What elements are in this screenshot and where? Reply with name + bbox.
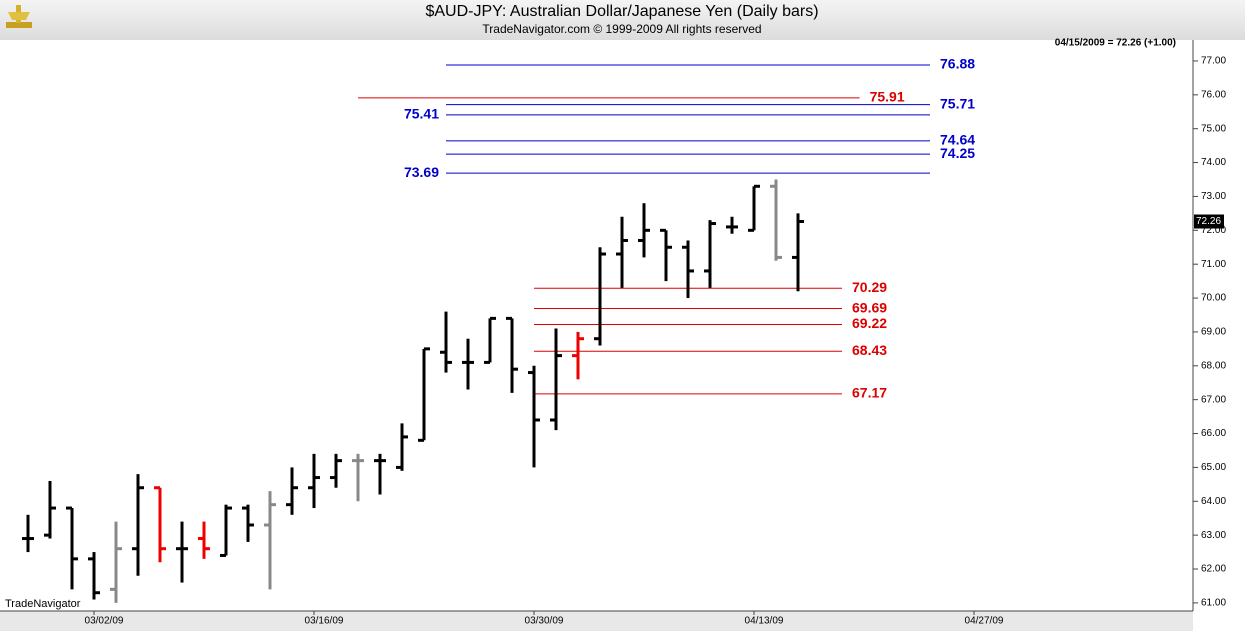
logo bbox=[6, 5, 32, 28]
x-tick-label: 03/16/09 bbox=[305, 616, 344, 627]
y-tick-label: 64.00 bbox=[1201, 496, 1226, 507]
y-tick-label: 69.00 bbox=[1201, 327, 1226, 338]
last-price-tag bbox=[1194, 214, 1224, 229]
chart-title: $AUD-JPY: Australian Dollar/Japanese Yen… bbox=[425, 3, 818, 20]
level-label: 70.29 bbox=[852, 279, 887, 295]
level-label: 68.43 bbox=[852, 342, 887, 358]
x-tick-label: 03/30/09 bbox=[525, 616, 564, 627]
y-tick-label: 61.00 bbox=[1201, 598, 1226, 609]
x-tick-label: 04/13/09 bbox=[745, 616, 784, 627]
y-tick-label: 66.00 bbox=[1201, 428, 1226, 439]
last-price-label: 72.26 bbox=[1196, 216, 1221, 227]
y-tick-label: 76.00 bbox=[1201, 89, 1226, 100]
level-label: 75.41 bbox=[404, 106, 439, 122]
price-info: 04/15/2009 = 72.26 (+1.00) bbox=[1055, 38, 1176, 49]
level-label: 67.17 bbox=[852, 385, 887, 401]
chart-subtitle: TradeNavigator.com © 1999-2009 All right… bbox=[482, 22, 761, 36]
y-tick-label: 74.00 bbox=[1201, 157, 1226, 168]
y-tick-label: 62.00 bbox=[1201, 564, 1226, 575]
y-tick-label: 67.00 bbox=[1201, 394, 1226, 405]
level-label: 76.88 bbox=[940, 56, 975, 72]
watermark: TradeNavigator bbox=[5, 598, 81, 610]
x-tick-label: 04/27/09 bbox=[965, 616, 1004, 627]
x-tick-label: 03/02/09 bbox=[85, 616, 124, 627]
y-tick-label: 63.00 bbox=[1201, 530, 1226, 541]
y-tick-label: 75.00 bbox=[1201, 123, 1226, 134]
y-tick-label: 72.00 bbox=[1201, 225, 1226, 236]
y-tick-label: 70.00 bbox=[1201, 293, 1226, 304]
level-label: 73.69 bbox=[404, 164, 439, 180]
level-label: 69.22 bbox=[852, 315, 887, 331]
y-tick-label: 68.00 bbox=[1201, 360, 1226, 371]
level-label: 74.64 bbox=[940, 132, 975, 148]
y-tick-label: 77.00 bbox=[1201, 56, 1226, 67]
y-tick-label: 71.00 bbox=[1201, 259, 1226, 270]
plot-area bbox=[0, 40, 1193, 611]
x-axis-area bbox=[0, 611, 1193, 631]
header bbox=[0, 0, 1245, 40]
level-label: 69.69 bbox=[852, 299, 887, 315]
level-label: 74.25 bbox=[940, 145, 975, 161]
y-axis-area bbox=[1193, 40, 1245, 631]
y-tick-label: 73.00 bbox=[1201, 191, 1226, 202]
y-tick-label: 65.00 bbox=[1201, 462, 1226, 473]
level-label: 75.91 bbox=[870, 89, 905, 105]
level-label: 75.71 bbox=[940, 95, 975, 111]
